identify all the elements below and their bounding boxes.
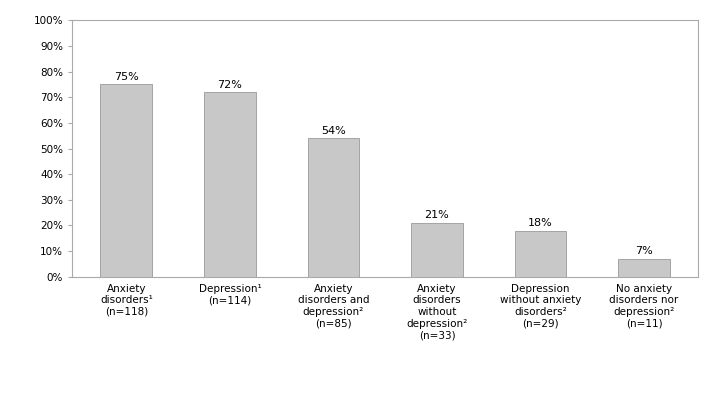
Bar bbox=[204, 92, 256, 277]
Text: 72%: 72% bbox=[217, 80, 243, 90]
Text: 75%: 75% bbox=[114, 72, 139, 82]
Text: 18%: 18% bbox=[528, 218, 553, 228]
Text: 21%: 21% bbox=[425, 210, 449, 220]
Bar bbox=[618, 259, 670, 277]
Bar bbox=[515, 231, 567, 277]
Text: 7%: 7% bbox=[635, 246, 653, 256]
Bar bbox=[411, 223, 463, 277]
Text: 54%: 54% bbox=[321, 126, 346, 136]
Bar bbox=[307, 138, 359, 277]
Bar bbox=[101, 85, 152, 277]
